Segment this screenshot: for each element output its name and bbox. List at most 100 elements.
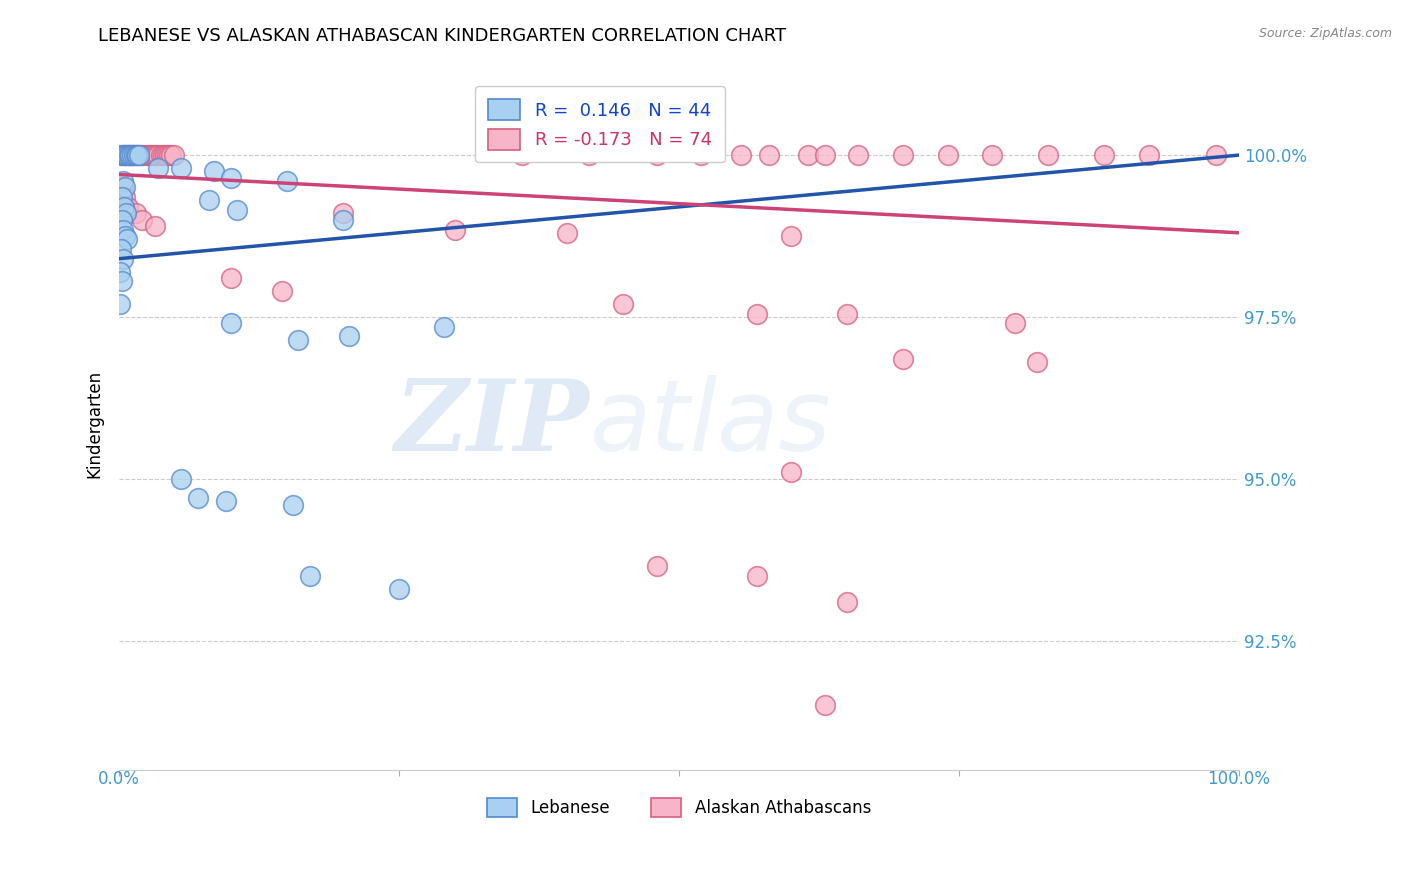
Text: LEBANESE VS ALASKAN ATHABASCAN KINDERGARTEN CORRELATION CHART: LEBANESE VS ALASKAN ATHABASCAN KINDERGAR… — [98, 27, 786, 45]
Point — [1026, 355, 1049, 369]
Point — [936, 148, 959, 162]
Point — [797, 148, 820, 162]
Point — [813, 148, 835, 162]
Point — [124, 148, 146, 162]
Legend: Lebanese, Alaskan Athabascans: Lebanese, Alaskan Athabascans — [481, 791, 877, 824]
Point — [780, 465, 803, 479]
Point — [114, 229, 136, 244]
Point — [118, 148, 141, 162]
Point — [433, 319, 456, 334]
Point — [891, 351, 914, 366]
Text: atlas: atlas — [589, 376, 831, 472]
Point — [139, 148, 162, 162]
Point — [129, 148, 152, 162]
Point — [124, 148, 146, 162]
Point — [1205, 148, 1227, 162]
Point — [110, 297, 132, 311]
Text: 0.0%: 0.0% — [98, 770, 141, 788]
Point — [111, 252, 134, 266]
Point — [141, 148, 163, 162]
Point — [114, 190, 136, 204]
Point — [160, 148, 183, 162]
Point — [645, 148, 668, 162]
Point — [187, 491, 209, 505]
Point — [612, 297, 634, 311]
Point — [110, 265, 132, 279]
Point — [1137, 148, 1160, 162]
Point — [127, 148, 149, 162]
Point — [145, 148, 167, 162]
Point — [1094, 148, 1116, 162]
Point — [122, 148, 145, 162]
Point — [891, 148, 914, 162]
Point — [388, 582, 411, 596]
Point — [157, 148, 180, 162]
Point — [128, 148, 150, 162]
Point — [111, 190, 134, 204]
Point — [153, 148, 176, 162]
Point — [112, 222, 135, 236]
Point — [128, 148, 150, 162]
Point — [120, 148, 142, 162]
Point — [835, 595, 858, 609]
Point — [730, 148, 752, 162]
Point — [110, 148, 132, 162]
Point — [131, 212, 153, 227]
Point — [115, 232, 138, 246]
Point — [270, 284, 292, 298]
Point — [114, 180, 136, 194]
Point — [332, 212, 354, 227]
Point — [170, 161, 193, 175]
Point — [337, 329, 360, 343]
Point — [510, 148, 533, 162]
Text: ZIP: ZIP — [395, 376, 589, 472]
Point — [117, 148, 139, 162]
Point — [121, 148, 143, 162]
Point — [112, 180, 135, 194]
Point — [276, 174, 298, 188]
Point — [981, 148, 1004, 162]
Point — [135, 148, 157, 162]
Point — [444, 222, 467, 236]
Point — [143, 219, 166, 234]
Point — [813, 698, 835, 713]
Point — [143, 148, 166, 162]
Text: 100.0%: 100.0% — [1208, 770, 1270, 788]
Point — [219, 317, 242, 331]
Point — [170, 472, 193, 486]
Point — [114, 148, 136, 162]
Point — [780, 229, 803, 244]
Point — [747, 569, 769, 583]
Point — [115, 206, 138, 220]
Point — [132, 148, 155, 162]
Point — [110, 242, 132, 256]
Point — [121, 148, 143, 162]
Point — [846, 148, 869, 162]
Point — [148, 148, 170, 162]
Point — [110, 274, 132, 288]
Point — [204, 164, 226, 178]
Point — [149, 148, 172, 162]
Point — [110, 148, 132, 162]
Point — [125, 148, 148, 162]
Point — [758, 148, 780, 162]
Point — [225, 203, 247, 218]
Point — [148, 161, 170, 175]
Y-axis label: Kindergarten: Kindergarten — [86, 369, 103, 478]
Point — [645, 559, 668, 574]
Point — [156, 148, 179, 162]
Point — [298, 569, 321, 583]
Point — [1004, 317, 1026, 331]
Point — [115, 148, 138, 162]
Point — [281, 498, 304, 512]
Point — [110, 212, 132, 227]
Point — [111, 174, 134, 188]
Point — [578, 148, 600, 162]
Point — [219, 271, 242, 285]
Point — [747, 307, 769, 321]
Point — [198, 194, 221, 208]
Point — [112, 200, 135, 214]
Point — [835, 307, 858, 321]
Point — [152, 148, 174, 162]
Point — [117, 200, 139, 214]
